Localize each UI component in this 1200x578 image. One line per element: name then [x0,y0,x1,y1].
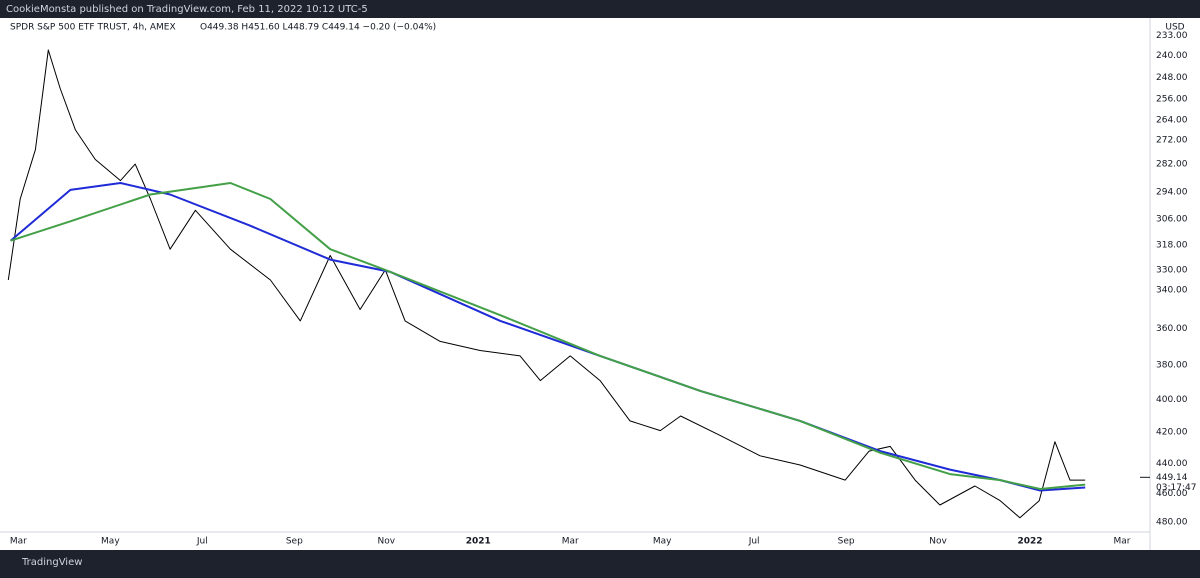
top-bar [0,0,1200,18]
y-tick-label: 282.00 [1156,160,1188,170]
x-tick-label: Nov [929,537,947,547]
x-tick-label: Mar [10,537,27,547]
x-tick-label: Jul [196,537,208,547]
y-tick-label: 420.00 [1156,428,1188,438]
y-tick-label: 256.00 [1156,95,1188,105]
header: CookieMonsta published on TradingView.co… [6,4,368,15]
y-tick-label: 380.00 [1156,360,1188,370]
y-tick-label: 340.00 [1156,285,1188,295]
y-tick-label: 360.00 [1156,324,1188,334]
chart-title: SPDR S&P 500 ETF TRUST, 4h, AMEX [10,23,176,33]
series-line [9,182,1086,492]
currency: USD [1165,23,1184,33]
y-tick-label: 330.00 [1156,265,1188,275]
y-tick-label: 400.00 [1156,395,1188,405]
x-tick-label: Sep [838,537,855,547]
x-tick-label: Mar [1114,537,1131,547]
y-tick-label: 233.00 [1156,31,1188,41]
x-tick-label: May [101,537,120,547]
series-line [10,182,1086,490]
x-tick-label: Nov [377,537,395,547]
x-tick-label: May [653,537,672,547]
x-tick-label: 2021 [466,537,491,547]
y-tick-label: 272.00 [1156,135,1188,145]
y-tick-label: 240.00 [1156,51,1188,61]
chart-area [0,18,1200,550]
series-line [7,49,1086,519]
countdown: 03:17:47 [1156,483,1196,493]
y-tick-label: 480.00 [1156,518,1188,528]
x-tick-label: Jul [748,537,760,547]
y-tick-label: 248.00 [1156,73,1188,83]
brand: TradingView [21,557,82,568]
y-tick-label: 264.00 [1156,115,1188,125]
y-tick-label: 306.00 [1156,215,1188,225]
y-tick-label: 294.00 [1156,188,1188,198]
plot [7,49,1086,519]
last-price-label: 449.14 [1156,473,1188,483]
x-tick-label: Mar [562,537,579,547]
x-tick-label: 2022 [1018,537,1043,547]
y-tick-label: 440.00 [1156,459,1188,469]
ohlc: O449.38 H451.60 L448.79 C449.14 −0.20 (−… [200,23,436,33]
y-tick-label: 460.00 [1156,489,1188,499]
x-tick-label: Sep [286,537,303,547]
y-tick-label: 318.00 [1156,240,1188,250]
